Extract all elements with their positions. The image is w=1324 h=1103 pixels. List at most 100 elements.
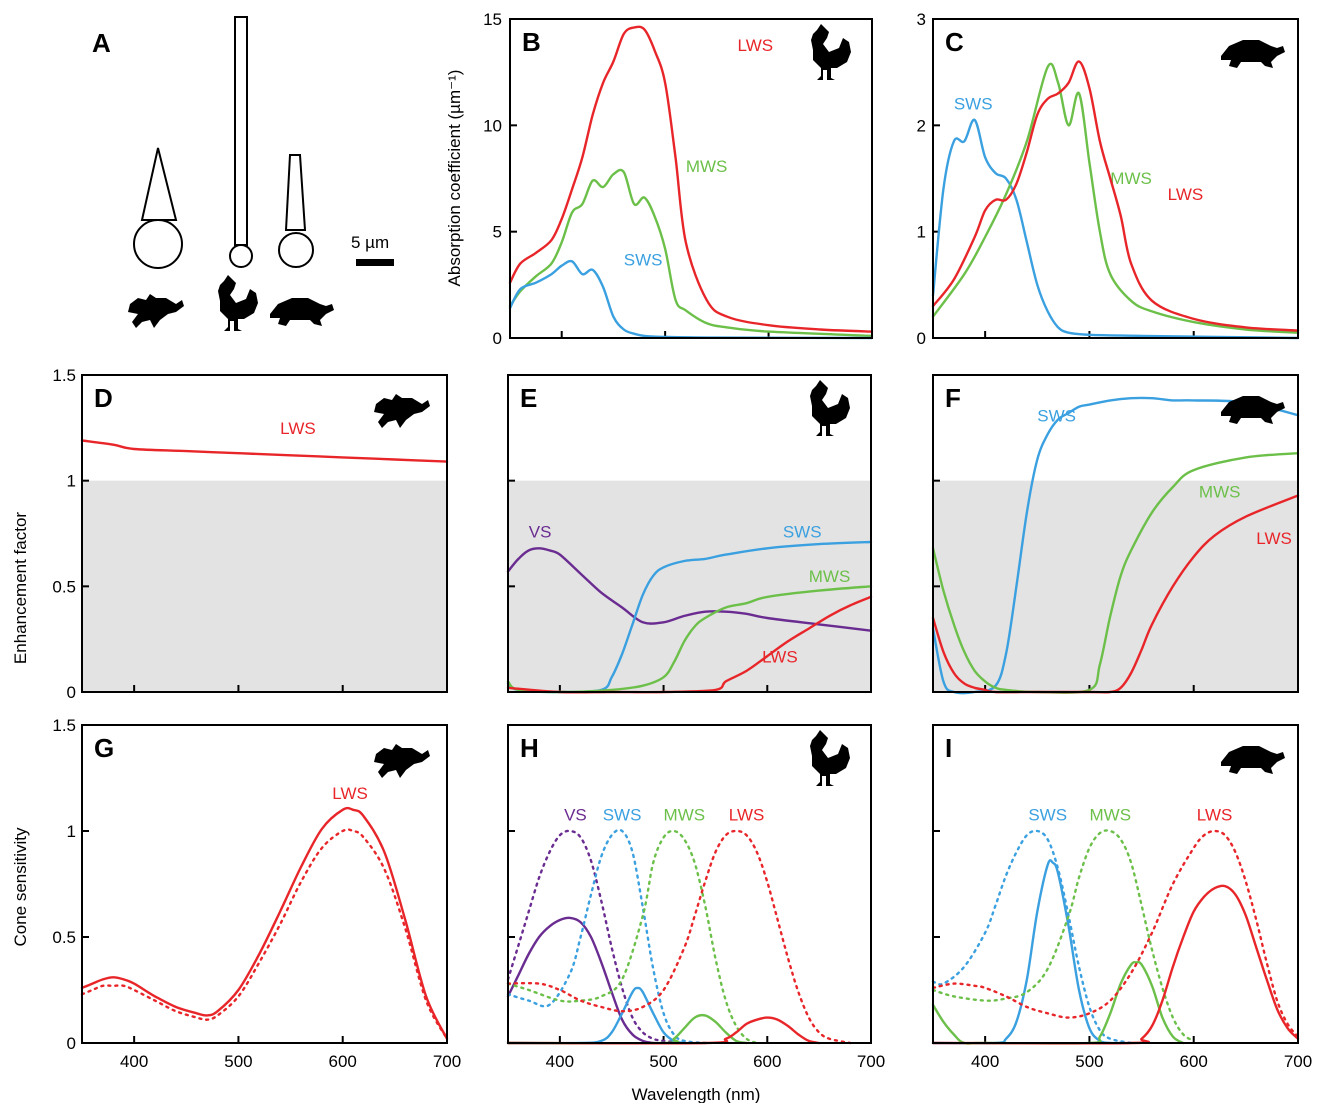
series-line-lws-dotted (931, 829, 1300, 1038)
x-tick-label: 400 (546, 1052, 574, 1071)
series-label-mws: MWS (1199, 483, 1241, 502)
y-tick-label: 2 (917, 116, 926, 135)
x-tick-label: 700 (1284, 1052, 1312, 1071)
series-label-lws: LWS (280, 419, 316, 438)
turtle-icon (270, 298, 334, 326)
ticks (510, 124, 770, 338)
x-tick-label: 500 (224, 1052, 252, 1071)
panel-letter-c: C (945, 27, 964, 57)
y-axis-title-row1: Absorption coefficient (µm⁻¹) (445, 70, 464, 287)
series-line-mws-dotted (931, 829, 1195, 1043)
cone-cell-turtle (278, 154, 314, 268)
series-label-vs: VS (529, 523, 552, 542)
plot-frame (932, 374, 1299, 693)
panel-c: SWS MWS LWS C (931, 18, 1300, 340)
series-line-lws (931, 60, 1300, 332)
plot-frame (932, 18, 1299, 339)
series-line-sws (508, 259, 874, 340)
panel-letter-g: G (94, 733, 114, 763)
series-label-lws: LWS (762, 647, 798, 666)
rod-cell (229, 16, 253, 268)
panel-letter-f: F (945, 383, 961, 413)
panel-letter-h: H (520, 733, 539, 763)
frog-icon (374, 394, 430, 428)
ticks (933, 830, 1195, 1043)
series-label-mws: MWS (1110, 169, 1152, 188)
y-axis-title-row3: Cone sensitivity (11, 827, 30, 947)
y-tick-label: 0.5 (52, 928, 76, 947)
series-label-sws: SWS (783, 523, 822, 542)
panel-d: LWS D (80, 374, 449, 693)
series-label-lws: LWS (332, 784, 368, 803)
series-label-lws: LWS (738, 36, 774, 55)
y-axis-title-row2: Enhancement factor (11, 512, 30, 664)
series-line-lws-dotted (80, 828, 449, 1040)
series-label-sws: SWS (624, 251, 663, 270)
series-line-lws-dotted (506, 829, 852, 1045)
series-label-lws: LWS (729, 805, 765, 824)
y-tick-label: 0 (917, 329, 926, 348)
series-label-lws: LWS (1168, 185, 1204, 204)
panel-h: VS SWS MWS LWS H (506, 724, 872, 1045)
series-line-vs (506, 547, 873, 632)
y-tick-label: 0 (67, 683, 76, 702)
panel-i: SWS MWS LWS I (931, 724, 1300, 1045)
ticks (508, 830, 769, 1043)
panel-g: LWS G (80, 724, 449, 1044)
turtle-icon (1221, 40, 1285, 68)
rooster-icon (811, 24, 851, 80)
panel-b: LWS MWS SWS B (508, 18, 874, 340)
y-tick-label: 5 (493, 223, 502, 242)
x-tick-label: 400 (971, 1052, 999, 1071)
series-label-mws: MWS (664, 805, 706, 824)
y-tick-label: 15 (483, 10, 502, 29)
ticks (82, 479, 344, 692)
ticks (508, 479, 769, 692)
series-line-lws (931, 884, 1300, 1045)
series-line-sws (931, 859, 1122, 1045)
x-tick-label: 700 (433, 1052, 461, 1071)
panel-letter-d: D (94, 383, 113, 413)
series-line-vs-dotted (506, 829, 686, 1045)
series-label-mws: MWS (1090, 805, 1132, 824)
series-line-sws (506, 986, 686, 1045)
x-tick-label: 600 (753, 1052, 781, 1071)
x-tick-label: 500 (1075, 1052, 1103, 1071)
series-line-mws (931, 960, 1185, 1045)
panel-f: SWS MWS LWS F (931, 374, 1300, 695)
x-tick-label: 500 (649, 1052, 677, 1071)
series-line-mws-dotted (506, 829, 759, 1045)
y-tick-label: 0.5 (52, 577, 76, 596)
series-label-sws: SWS (1028, 805, 1067, 824)
x-axis-title: Wavelength (nm) (632, 1085, 761, 1103)
series-line-mws (931, 62, 1300, 334)
series-line-vs (506, 916, 665, 1045)
turtle-icon (1221, 396, 1285, 424)
y-tick-label: 1 (67, 472, 76, 491)
plot-frame (509, 18, 873, 339)
series-line-sws (931, 118, 1300, 340)
y-tick-label: 0 (493, 329, 502, 348)
y-tick-label: 1 (67, 822, 76, 841)
series-label-lws: LWS (1197, 805, 1233, 824)
plot-frame (932, 724, 1299, 1044)
series-line-lws (508, 25, 874, 333)
shaded-region (82, 480, 447, 692)
ticks (82, 830, 344, 1043)
x-tick-label: 700 (857, 1052, 885, 1071)
series-line-sws-dotted (506, 828, 707, 1045)
panel-letter-i: I (945, 733, 952, 763)
cone-cell-frog (133, 147, 183, 269)
x-tick-label: 600 (329, 1052, 357, 1071)
plot-frame (81, 724, 448, 1044)
panel-letter-a: A (92, 28, 111, 58)
y-tick-label: 0 (67, 1034, 76, 1053)
shaded-region (933, 480, 1298, 692)
y-tick-label: 3 (917, 10, 926, 29)
scale-bar (356, 259, 394, 266)
panel-e: VS SWS MWS LWS E (506, 374, 873, 694)
y-tick-label: 1 (917, 223, 926, 242)
y-tick-label: 1.5 (52, 366, 76, 385)
plot-frame (81, 374, 448, 693)
